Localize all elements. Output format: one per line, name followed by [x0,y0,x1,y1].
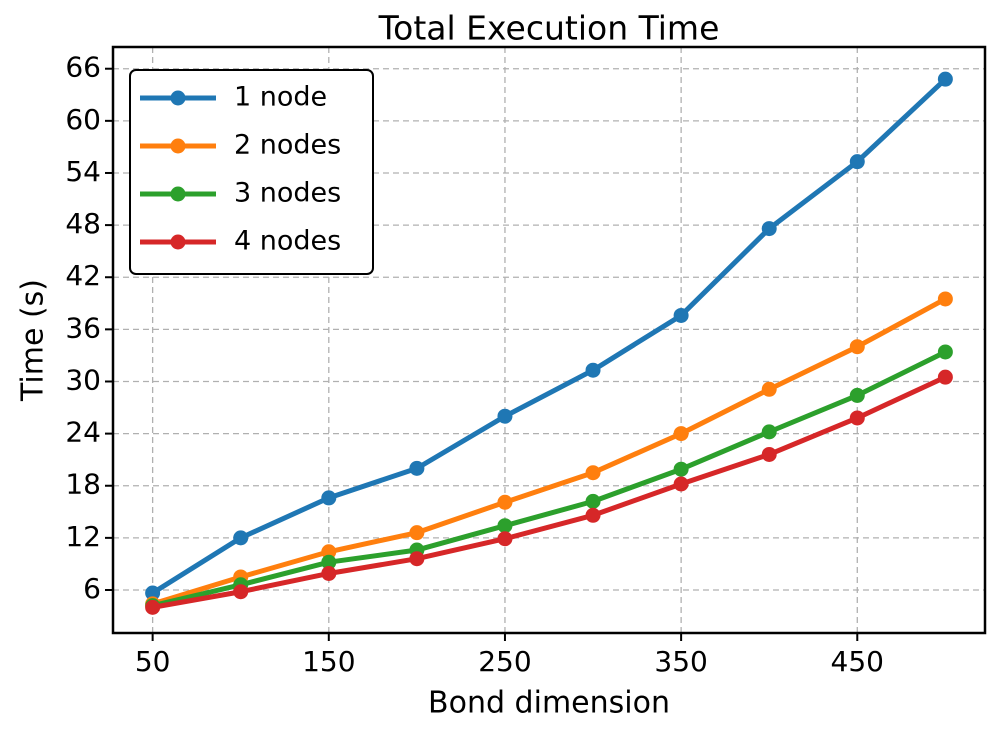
x-tick-label: 250 [478,645,531,678]
data-point [321,554,337,570]
legend: 1 node 2 nodes 3 nodes 4 nodes [129,69,374,275]
data-point [673,476,689,492]
series-line [152,374,947,610]
y-axis-label: Time (s) [16,279,51,402]
data-point [321,565,337,581]
y-tick-label: 6 [83,572,101,605]
data-point [585,465,601,481]
data-point [585,493,601,509]
legend-label: 2 nodes [234,130,341,161]
y-tick-label: 48 [65,207,101,240]
y-tick-label: 54 [65,155,101,188]
legend-box [129,69,374,275]
data-point [849,410,865,426]
data-point [497,518,513,534]
data-point [849,387,865,403]
data-point [585,507,601,523]
legend-label: 1 node [234,82,327,113]
lines [145,71,953,615]
data-point [233,584,249,600]
data-point [233,530,249,546]
data-point [849,339,865,355]
y-tick-label: 66 [65,51,101,84]
x-tick-label: 350 [654,645,707,678]
data-point [409,460,425,476]
series-line [152,349,947,609]
data-point [321,490,337,506]
y-tick-label: 18 [65,468,101,501]
y-tick-label: 24 [65,416,101,449]
series-line [151,296,947,607]
data-point [937,71,953,87]
data-point [409,551,425,567]
legend-marker [170,138,186,154]
x-tick-label: 150 [302,645,355,678]
data-point [937,344,953,360]
data-point [673,426,689,442]
data-point [497,531,513,547]
data-point [761,381,777,397]
data-point [761,221,777,237]
y-tick-label: 60 [65,103,101,136]
x-tick-label: 50 [135,645,171,678]
y-tick-label: 30 [65,363,101,396]
y-tick-label: 12 [65,520,101,553]
plot-frame [111,45,987,635]
legend-marker [170,186,186,202]
legend-label: 3 nodes [234,178,341,209]
series-line [151,77,948,596]
data-point [673,461,689,477]
y-tick-label: 36 [65,311,101,344]
data-point [937,291,953,307]
x-tick-label: 450 [831,645,884,678]
data-point [497,494,513,510]
data-point [321,544,337,560]
data-point [145,585,161,601]
data-point [145,599,161,615]
data-point [497,408,513,424]
legend-marker [170,234,186,250]
data-point [673,307,689,323]
x-axis-label: Bond dimension [428,686,670,721]
data-point [761,446,777,462]
data-point [761,424,777,440]
data-point [409,525,425,541]
y-tick-label: 42 [65,259,101,292]
data-point [849,154,865,170]
legend-label: 4 nodes [234,226,341,257]
data-point [937,369,953,385]
legend-marker [170,90,186,106]
chart-title: Total Execution Time [378,9,720,48]
data-point [585,362,601,378]
